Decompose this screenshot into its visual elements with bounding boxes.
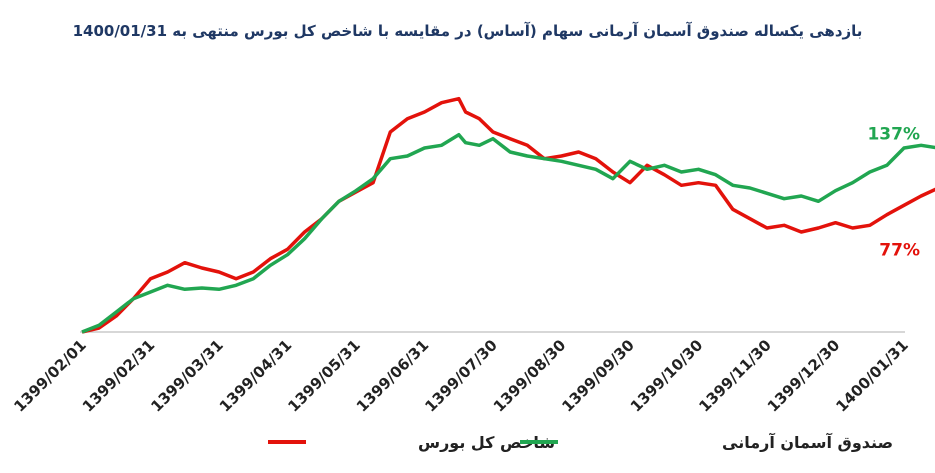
legend: شاخص کل بورس صندوق آسمان آرمانی [268, 432, 893, 452]
x-tick-label: 1399/08/30 [490, 336, 570, 416]
x-tick-labels: 1399/02/011399/02/311399/03/311399/04/31… [10, 336, 912, 416]
x-tick-label: 1399/02/31 [79, 336, 159, 416]
x-tick-label: 1399/09/30 [558, 336, 638, 416]
x-tick-label: 1399/12/30 [764, 336, 844, 416]
series-end-label-1: 137% [867, 124, 920, 144]
series-layer: 77% 137% [81, 96, 935, 334]
x-tick-label: 1400/01/31 [832, 336, 912, 416]
x-tick-label: 1399/06/31 [353, 336, 433, 416]
legend-label-0: شاخص کل بورس [418, 433, 555, 452]
x-tick-label: 1399/03/31 [147, 336, 227, 416]
x-tick-label: 1399/02/01 [10, 336, 90, 416]
x-tick-label: 1399/05/31 [284, 336, 364, 416]
legend-label-1: صندوق آسمان آرمانی [722, 432, 893, 452]
series-line-0 [81, 96, 935, 334]
chart-title: بازدهی یکساله صندوق آسمان آرمانی سهام (آ… [72, 22, 863, 40]
x-tick-label: 1399/04/31 [216, 336, 296, 416]
x-tick-label: 1399/10/30 [627, 336, 707, 416]
x-tick-label: 1399/07/30 [421, 336, 501, 416]
series-line-1 [81, 132, 935, 334]
x-tick-label: 1399/11/30 [695, 336, 775, 416]
series-end-label-0: 77% [879, 240, 920, 260]
